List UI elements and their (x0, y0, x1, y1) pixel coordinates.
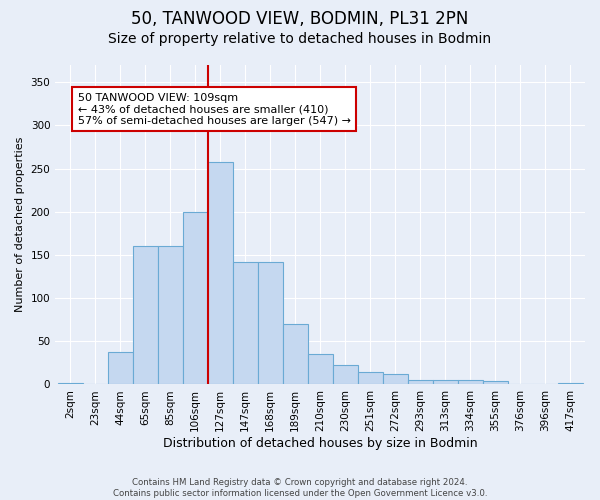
Bar (182, 212, 208, 384)
Bar (283, 324, 308, 384)
Text: Contains HM Land Registry data © Crown copyright and database right 2024.
Contai: Contains HM Land Registry data © Crown c… (113, 478, 487, 498)
Bar (58, 382, 83, 384)
X-axis label: Distribution of detached houses by size in Bodmin: Distribution of detached houses by size … (163, 437, 478, 450)
Bar (158, 246, 182, 384)
Bar (233, 262, 257, 384)
Bar (107, 352, 133, 384)
Bar (257, 262, 283, 384)
Bar (208, 162, 233, 384)
Text: 50 TANWOOD VIEW: 109sqm
← 43% of detached houses are smaller (410)
57% of semi-d: 50 TANWOOD VIEW: 109sqm ← 43% of detache… (77, 92, 350, 126)
Bar (308, 354, 332, 384)
Bar (407, 380, 433, 384)
Text: 50, TANWOOD VIEW, BODMIN, PL31 2PN: 50, TANWOOD VIEW, BODMIN, PL31 2PN (131, 10, 469, 28)
Bar (383, 374, 407, 384)
Bar (332, 366, 358, 384)
Bar (433, 380, 458, 384)
Bar (482, 381, 508, 384)
Text: Size of property relative to detached houses in Bodmin: Size of property relative to detached ho… (109, 32, 491, 46)
Bar (557, 382, 583, 384)
Bar (133, 246, 158, 384)
Y-axis label: Number of detached properties: Number of detached properties (15, 137, 25, 312)
Bar (458, 380, 482, 384)
Bar (358, 372, 383, 384)
